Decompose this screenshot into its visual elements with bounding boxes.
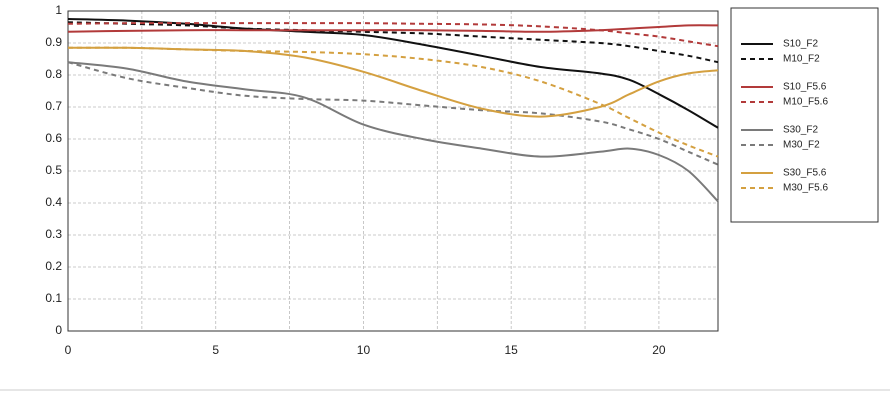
legend-label: S10_F2 (783, 39, 818, 50)
y-tick-label: 0.4 (45, 195, 62, 209)
y-tick-label: 0.3 (45, 227, 62, 241)
y-tick-label: 0.1 (45, 291, 62, 305)
plot-frame (67, 10, 719, 332)
x-tick-label: 5 (212, 343, 219, 357)
line (67, 46, 719, 118)
line (67, 61, 719, 203)
line (67, 22, 719, 48)
legend-label: M10_F5.6 (783, 97, 828, 108)
y-tick-label: 0.9 (45, 35, 62, 49)
line (67, 18, 719, 129)
x-tick-label: 15 (505, 343, 519, 357)
legend-label: S30_F5.6 (783, 168, 827, 179)
x-tick-label: 0 (65, 343, 72, 357)
y-tick-label: 0.6 (45, 131, 62, 145)
line (67, 61, 719, 166)
y-tick-label: 0.5 (45, 163, 62, 177)
legend-label: S30_F2 (783, 125, 818, 136)
legend-label: M30_F5.6 (783, 183, 828, 194)
legend-label: S10_F5.6 (783, 82, 827, 93)
line (67, 21, 719, 64)
y-tick-label: 0.7 (45, 99, 62, 113)
y-tick-label: 0 (55, 323, 62, 337)
x-tick-label: 10 (357, 343, 371, 357)
y-tick-label: 0.8 (45, 67, 62, 81)
legend-label: M10_F2 (783, 54, 820, 65)
y-tick-label: 0.2 (45, 259, 62, 273)
x-tick-label: 20 (652, 343, 666, 357)
line (67, 24, 719, 33)
legend-label: M30_F2 (783, 140, 820, 151)
y-tick-label: 1 (55, 3, 62, 17)
